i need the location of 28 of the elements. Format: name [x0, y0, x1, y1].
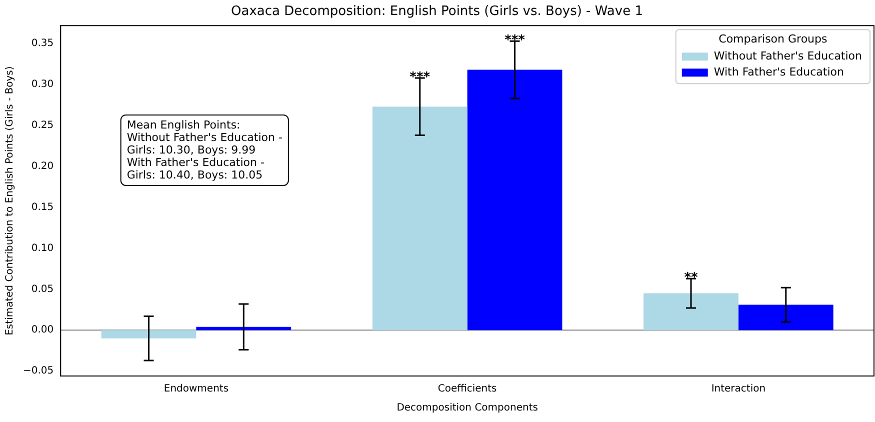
- bar: [372, 106, 468, 330]
- annotation: Mean English Points: Without Father's Education - Girls: 10.30, Boys: 9.99 With Father's Education - Girls: 10.40, Boys: 10.05: [126, 118, 282, 182]
- y-tick-label: −0.05: [22, 366, 54, 377]
- annotation: **: [684, 270, 698, 286]
- y-tick-label: 0.00: [31, 324, 54, 336]
- bar: [644, 293, 738, 330]
- y-tick-label: 0.05: [31, 284, 54, 295]
- x-tick-label: Endowments: [164, 384, 229, 395]
- y-tick-label: 0.30: [31, 79, 54, 90]
- x-tick-label: Coefficients: [438, 384, 497, 395]
- bar: [467, 70, 562, 330]
- legend-title: Comparison Groups: [718, 32, 828, 46]
- annotation: ***: [410, 70, 430, 85]
- annotation: ***: [504, 33, 526, 48]
- y-tick-label: 0.20: [31, 161, 54, 172]
- bar: [101, 330, 196, 338]
- bar: [738, 304, 834, 330]
- chart-title: Oaxaca Decomposition: English Points (Girls vs. Boys) - Wave 1: [231, 4, 643, 20]
- x-axis-title: Decomposition Components: [396, 402, 538, 414]
- legend-label: Without Father's Education: [714, 49, 862, 62]
- y-tick-label: 0.25: [31, 120, 54, 132]
- y-tick-label: 0.35: [31, 38, 54, 50]
- legend-label: With Father's Education: [714, 65, 844, 78]
- y-tick-label: 0.10: [31, 242, 54, 254]
- y-tick-label: 0.15: [31, 202, 54, 213]
- x-tick-label: Interaction: [711, 384, 766, 395]
- y-axis-title: Estimated Contribution to English Points (Girls - Boys): [4, 66, 16, 336]
- bar: [196, 326, 292, 330]
